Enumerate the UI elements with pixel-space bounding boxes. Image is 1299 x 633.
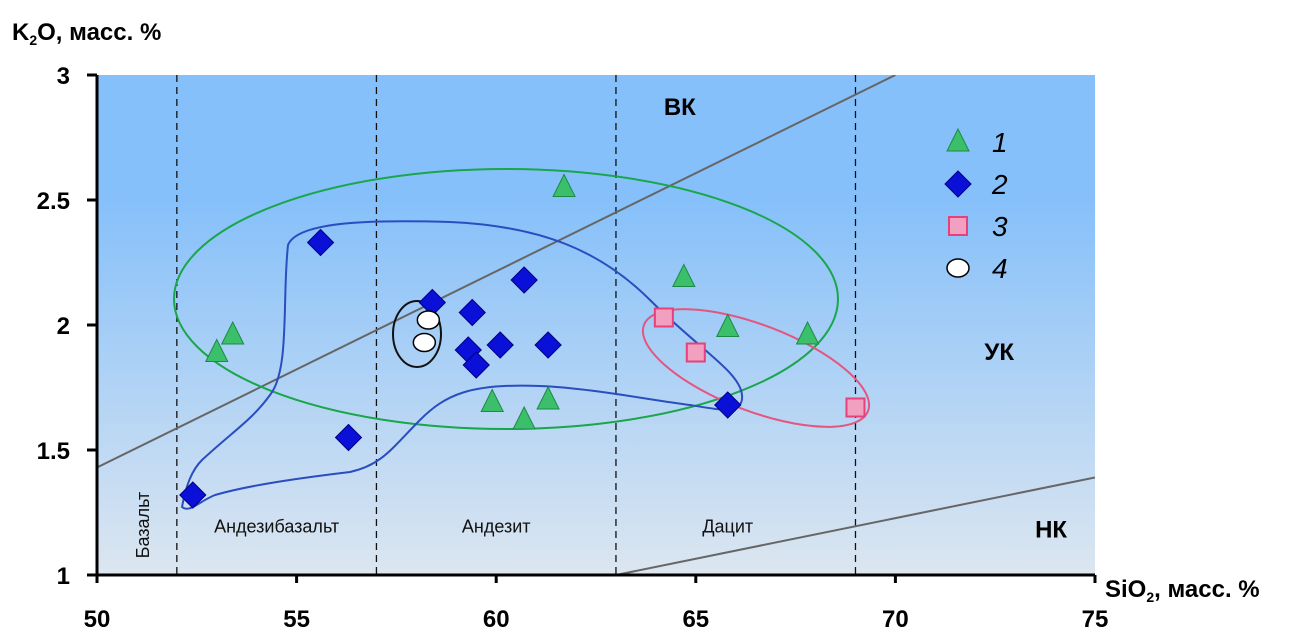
data-point-series-1 [672, 263, 696, 287]
blue-field-contour [180, 220, 744, 510]
data-points [179, 173, 866, 509]
data-point-series-2 [486, 331, 514, 359]
data-point-series-2 [334, 423, 363, 452]
field-labels: Базальт Андезибазальт Андезит Дацит [133, 492, 753, 559]
data-point-series-1 [512, 405, 536, 430]
data-point-series-3 [685, 342, 706, 363]
data-point-series-2 [714, 391, 742, 419]
legend-label: 1 [992, 127, 1008, 158]
y-tick-label: 1 [57, 563, 70, 590]
series-boundary-line [615, 476, 1095, 575]
series-region-label: НК [1035, 517, 1067, 544]
y-tick-label: 3 [57, 63, 70, 90]
data-point-series-1 [795, 320, 820, 345]
data-point-series-2 [534, 331, 562, 359]
x-tick-label: 60 [483, 606, 510, 633]
pink-field-ellipse [641, 308, 871, 428]
data-point-series-4 [416, 310, 441, 330]
legend: 1 2 3 4 [944, 127, 1008, 284]
field-label: Андезибазальт [214, 517, 339, 537]
data-point-series-1 [552, 173, 576, 197]
data-point-series-4 [412, 332, 437, 353]
y-tick-label: 1.5 [37, 438, 70, 465]
y-tick-label: 2.5 [37, 188, 70, 215]
data-point-series-2 [179, 481, 207, 509]
series-labels: ВК УК НК [664, 94, 1068, 544]
series-boundaries [97, 75, 1095, 575]
x-tick-label: 65 [682, 606, 709, 633]
data-point-series-1 [204, 338, 229, 362]
series-region-label: УК [984, 339, 1014, 366]
plot-background [97, 75, 1095, 575]
data-point-series-3 [653, 307, 674, 328]
x-tick-label: 50 [84, 606, 111, 633]
legend-label: 4 [992, 253, 1008, 284]
data-point-series-3 [845, 397, 866, 418]
y-tick-label: 2 [57, 313, 70, 340]
black-field-ellipse [392, 300, 442, 368]
x-ticks: 50 55 60 65 70 75 [84, 575, 1109, 633]
data-point-series-1 [536, 385, 560, 410]
series-boundary-line [97, 75, 896, 469]
legend-marker-1 [946, 127, 970, 152]
data-point-series-2 [462, 351, 490, 379]
series-region-label: ВК [664, 94, 696, 121]
field-label: Базальт [133, 492, 153, 559]
data-point-series-1 [480, 388, 505, 412]
field-label: Андезит [462, 517, 531, 537]
y-axis-title: K2O, масс. % [12, 19, 161, 48]
legend-marker-3 [948, 216, 968, 236]
data-point-series-2 [458, 298, 486, 327]
legend-marker-4 [946, 258, 970, 278]
x-tick-label: 70 [882, 606, 909, 633]
x-tick-label: 75 [1082, 606, 1109, 633]
legend-label: 3 [992, 211, 1008, 242]
data-point-series-2 [306, 228, 335, 257]
data-point-series-2 [510, 266, 538, 294]
field-label: Дацит [702, 517, 753, 537]
y-ticks: 1 1.5 2 2.5 3 [37, 63, 97, 590]
data-point-series-1 [715, 313, 740, 337]
x-axis-title: SiO2, масс. % [1105, 576, 1260, 605]
legend-label: 2 [991, 169, 1008, 200]
data-point-series-1 [220, 320, 245, 345]
x-tick-label: 55 [283, 606, 310, 633]
legend-marker-2 [944, 170, 972, 198]
green-field-ellipse [173, 168, 839, 430]
